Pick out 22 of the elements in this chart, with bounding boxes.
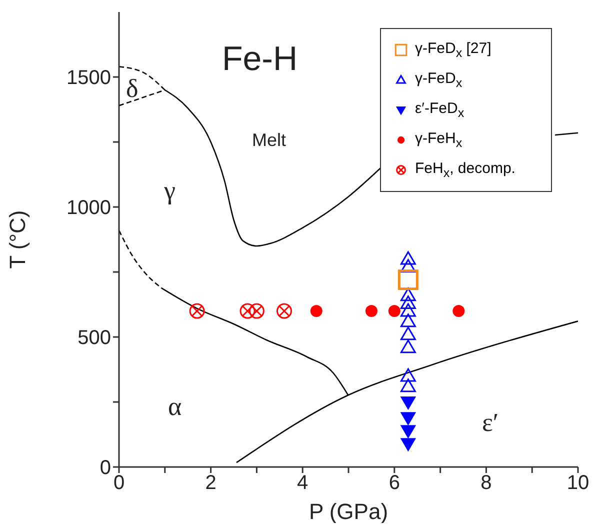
y-tick-label: 0 xyxy=(100,457,111,480)
y-tick-label: 1500 xyxy=(66,67,111,90)
annotation: γ xyxy=(164,176,176,206)
annotation: Melt xyxy=(252,130,286,151)
x-tick-label: 2 xyxy=(205,472,216,494)
x-tick-label: 4 xyxy=(297,472,308,494)
x-tick-label: 0 xyxy=(113,472,125,494)
y-tick-label: 1000 xyxy=(66,197,111,220)
y-tick-label: 500 xyxy=(78,327,111,350)
annotation: δ xyxy=(126,74,138,104)
legend-label: γ-FeH$_{x}$ xyxy=(415,130,462,150)
legend-label: γ-FeD$_{x}$ [27] xyxy=(415,40,492,60)
x-tick-label: 6 xyxy=(388,472,400,494)
x-tick-label: 8 xyxy=(480,472,492,494)
legend-label: γ-FeD$_{x}$ xyxy=(415,70,462,90)
legend-label: ε′-FeD$_{x}$ xyxy=(415,100,464,120)
annotation: ε′ xyxy=(482,408,499,438)
x-tick-label: 10 xyxy=(566,472,590,494)
y-axis-title: T (°C) xyxy=(4,210,30,269)
annotation: α xyxy=(168,392,182,422)
text: Fe-H xyxy=(222,40,298,79)
legend-label: FeH$_{x}$, decomp. xyxy=(415,160,516,180)
